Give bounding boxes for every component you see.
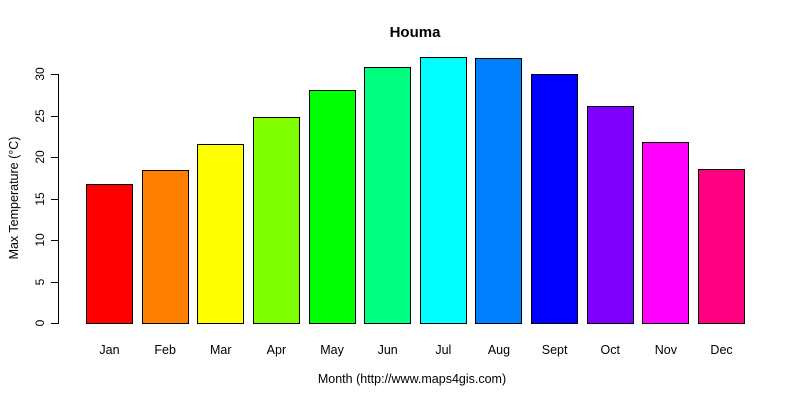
y-tick-mark <box>51 323 58 324</box>
bar-mar <box>197 143 245 324</box>
x-tick-label-dec: Dec <box>710 343 733 357</box>
bar-sept <box>531 74 579 324</box>
bar-jun <box>364 67 412 324</box>
y-axis-line <box>58 74 59 324</box>
x-tick-label-may: May <box>320 343 344 357</box>
bar-feb <box>141 170 189 324</box>
x-tick-label-jan: Jan <box>99 343 120 357</box>
x-tick-label-oct: Oct <box>600 343 620 357</box>
bar-jan <box>86 184 133 324</box>
y-tick-label: 10 <box>33 233 47 247</box>
y-tick-mark <box>51 240 58 241</box>
x-tick-label-sept: Sept <box>541 343 568 357</box>
x-axis-label: Month (http://www.maps4gis.com) <box>317 372 507 386</box>
x-tick-label-jun: Jun <box>377 343 398 357</box>
chart-title: Houma <box>389 24 441 41</box>
bar-apr <box>252 117 300 324</box>
y-tick-label: 30 <box>33 67 47 81</box>
bar-oct <box>586 105 634 324</box>
x-tick-label-nov: Nov <box>654 343 678 357</box>
y-tick-label: 25 <box>33 108 47 123</box>
y-tick-mark <box>51 74 58 75</box>
y-tick-mark <box>51 115 58 117</box>
y-tick-label: 15 <box>33 191 47 206</box>
x-tick-label-aug: Aug <box>487 343 511 357</box>
y-tick-mark <box>51 281 58 283</box>
x-tick-label-apr: Apr <box>266 343 287 357</box>
bar-nov <box>642 142 690 324</box>
x-tick-label-mar: Mar <box>210 343 232 357</box>
y-tick-mark <box>51 157 58 158</box>
y-tick-mark <box>51 198 58 200</box>
bar-jul <box>419 57 467 324</box>
y-tick-label: 0 <box>33 319 47 327</box>
x-tick-label-jul: Jul <box>435 343 452 357</box>
y-tick-label: 20 <box>33 150 47 164</box>
bar-aug <box>475 58 523 324</box>
bar-may <box>308 89 356 324</box>
x-tick-label-feb: Feb <box>154 343 176 357</box>
bar-dec <box>698 168 746 324</box>
y-axis-label: Max Temperature (°C) <box>7 136 21 260</box>
y-tick-label: 5 <box>33 278 47 285</box>
